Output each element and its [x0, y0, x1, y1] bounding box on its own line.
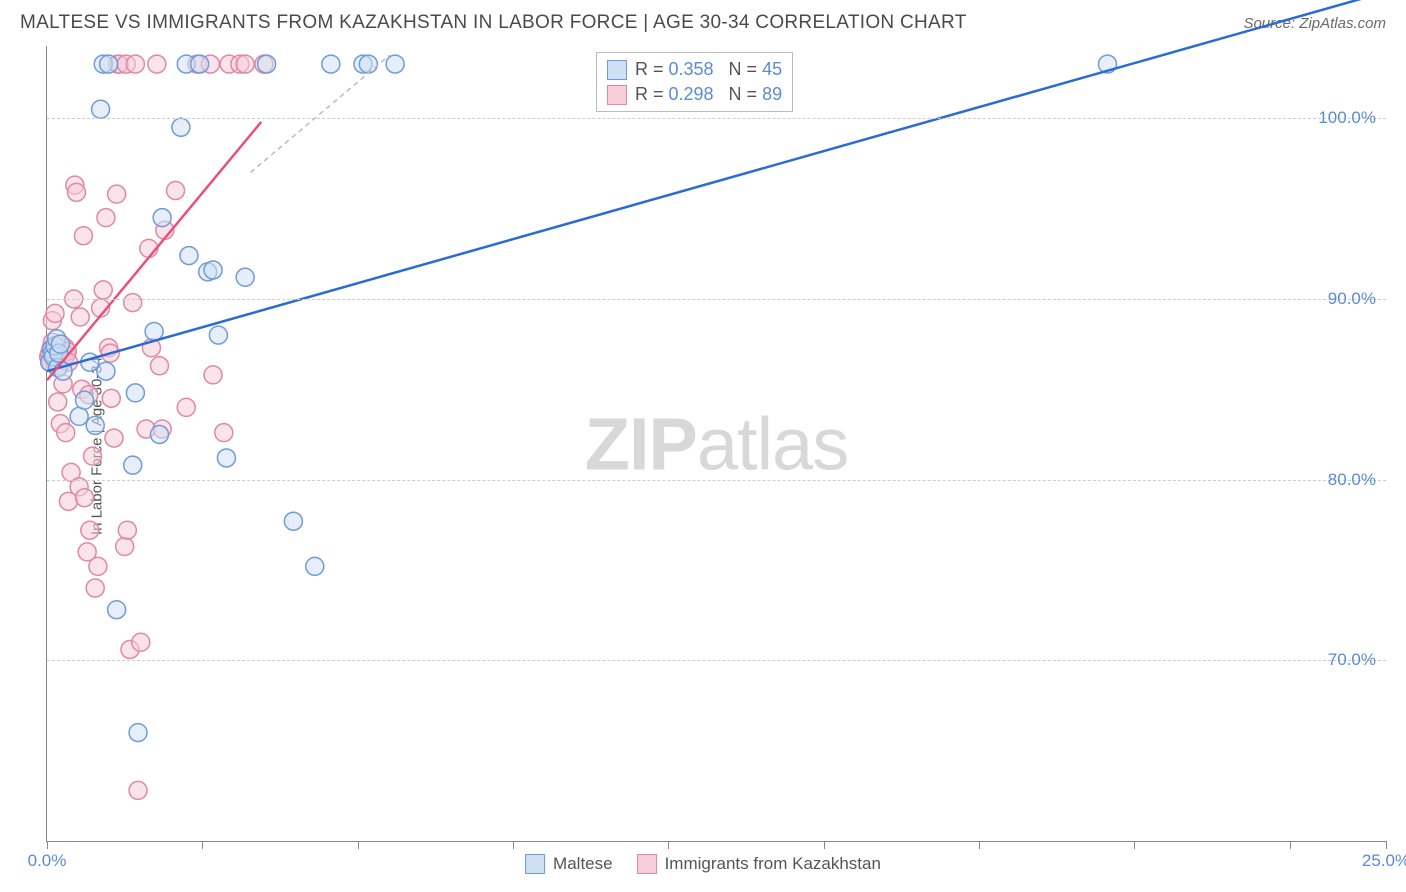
scatter-point [97, 209, 115, 227]
scatter-point [148, 55, 166, 73]
scatter-point [89, 557, 107, 575]
legend-swatch [607, 85, 627, 105]
scatter-point [100, 55, 118, 73]
scatter-point [70, 407, 88, 425]
y-tick-label: 90.0% [1328, 289, 1376, 309]
scatter-point [322, 55, 340, 73]
x-tick [1386, 841, 1387, 849]
scatter-point [177, 398, 195, 416]
scatter-point [108, 601, 126, 619]
x-tick-label: 0.0% [28, 851, 67, 871]
scatter-point [167, 182, 185, 200]
x-tick [668, 841, 669, 849]
scatter-point [132, 633, 150, 651]
scatter-point [51, 335, 69, 353]
scatter-point [306, 557, 324, 575]
correlation-legend: R = 0.358 N = 45 R = 0.298 N = 89 [596, 52, 793, 112]
gridline-horizontal [47, 480, 1386, 481]
scatter-point [126, 384, 144, 402]
scatter-point [284, 512, 302, 530]
scatter-point [84, 447, 102, 465]
scatter-point [204, 261, 222, 279]
scatter-point [57, 424, 75, 442]
x-tick-label: 25.0% [1362, 851, 1406, 871]
legend-swatch [607, 60, 627, 80]
scatter-point [75, 391, 93, 409]
scatter-point [86, 416, 104, 434]
scatter-point [124, 294, 142, 312]
scatter-point [49, 393, 67, 411]
scatter-point [92, 100, 110, 118]
trend-line-dashed [251, 55, 390, 172]
scatter-point [94, 281, 112, 299]
scatter-point [145, 322, 163, 340]
scatter-point [46, 304, 64, 322]
gridline-horizontal [47, 660, 1386, 661]
legend-swatch [525, 854, 545, 874]
chart-svg-layer [47, 46, 1386, 841]
legend-corr-row: R = 0.298 N = 89 [607, 82, 782, 107]
legend-series-label: Immigrants from Kazakhstan [665, 854, 881, 874]
scatter-point [97, 362, 115, 380]
source-attribution: Source: ZipAtlas.com [1243, 15, 1386, 32]
scatter-point [67, 183, 85, 201]
scatter-point [124, 456, 142, 474]
scatter-point [150, 425, 168, 443]
legend-corr-text: R = 0.358 N = 45 [635, 59, 782, 80]
chart-title: MALTESE VS IMMIGRANTS FROM KAZAKHSTAN IN… [20, 12, 967, 34]
chart-plot-area: ZIPatlas R = 0.358 N = 45R = 0.298 N = 8… [46, 46, 1386, 842]
scatter-point [359, 55, 377, 73]
scatter-point [108, 185, 126, 203]
scatter-point [75, 489, 93, 507]
scatter-point [126, 55, 144, 73]
x-tick [824, 841, 825, 849]
scatter-point [153, 209, 171, 227]
scatter-point [118, 521, 136, 539]
series-legend: Maltese Immigrants from Kazakhstan [525, 854, 881, 874]
scatter-point [150, 357, 168, 375]
y-tick-label: 100.0% [1318, 108, 1376, 128]
x-tick [202, 841, 203, 849]
x-tick [1290, 841, 1291, 849]
scatter-point [258, 55, 276, 73]
scatter-point [129, 724, 147, 742]
scatter-point [204, 366, 222, 384]
legend-series-label: Maltese [553, 854, 613, 874]
y-tick-label: 70.0% [1328, 650, 1376, 670]
x-tick [1134, 841, 1135, 849]
scatter-point [81, 353, 99, 371]
scatter-point [129, 781, 147, 799]
scatter-point [209, 326, 227, 344]
legend-corr-text: R = 0.298 N = 89 [635, 84, 782, 105]
scatter-point [215, 424, 233, 442]
scatter-point [86, 579, 104, 597]
scatter-point [116, 537, 134, 555]
scatter-point [191, 55, 209, 73]
scatter-point [102, 389, 120, 407]
legend-item: Immigrants from Kazakhstan [637, 854, 881, 874]
scatter-point [105, 429, 123, 447]
gridline-horizontal [47, 118, 1386, 119]
scatter-point [180, 247, 198, 265]
scatter-point [386, 55, 404, 73]
scatter-point [217, 449, 235, 467]
x-tick [358, 841, 359, 849]
y-tick-label: 80.0% [1328, 470, 1376, 490]
scatter-point [71, 308, 89, 326]
x-tick [513, 841, 514, 849]
legend-corr-row: R = 0.358 N = 45 [607, 57, 782, 82]
gridline-horizontal [47, 299, 1386, 300]
scatter-point [236, 55, 254, 73]
legend-item: Maltese [525, 854, 613, 874]
scatter-point [236, 268, 254, 286]
x-tick [47, 841, 48, 849]
legend-swatch [637, 854, 657, 874]
x-tick [979, 841, 980, 849]
scatter-point [172, 118, 190, 136]
scatter-point [81, 521, 99, 539]
scatter-point [74, 227, 92, 245]
